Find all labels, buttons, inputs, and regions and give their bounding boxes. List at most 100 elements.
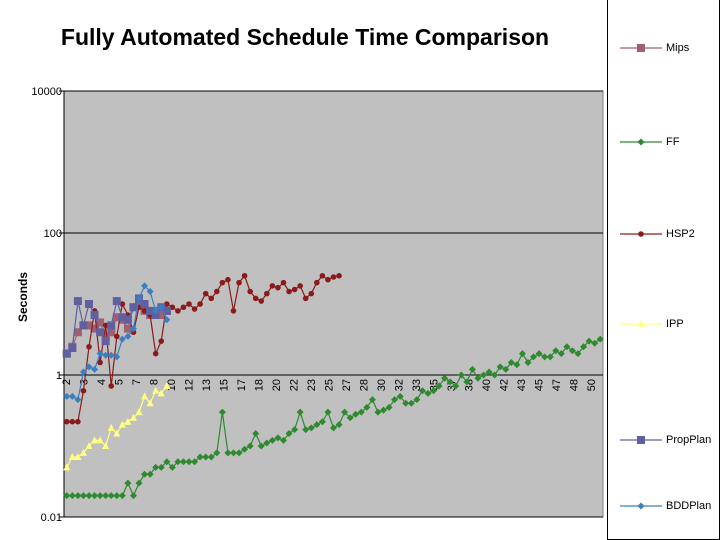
y-tick-label: 0.01 [41,512,62,524]
data-point [541,353,549,361]
x-tick-label: 2 [61,379,73,385]
data-point [207,453,215,461]
data-point [324,408,332,416]
data-point [63,463,71,471]
data-point [140,300,149,308]
data-point [325,276,331,283]
data-point [90,324,99,333]
data-point [485,368,493,376]
data-point [279,436,287,444]
data-point [107,423,115,431]
data-point [263,439,271,447]
data-point [418,387,426,395]
data-point [230,308,237,314]
chart-title: Fully Automated Schedule Time Comparison [60,24,550,50]
data-point [637,44,645,52]
data-point [213,449,221,457]
data-point [246,442,254,450]
legend-item: FF [618,134,679,150]
data-point [180,304,187,311]
data-point [596,335,604,343]
x-tick-label: 35 [429,379,441,391]
x-tick-label: 42 [499,379,511,391]
data-point [264,290,270,297]
legend-swatch [620,138,662,146]
x-tick-label: 27 [341,379,353,391]
data-point [518,350,526,358]
data-point [135,408,143,416]
data-point [407,399,415,407]
data-point [341,408,349,416]
data-point [129,303,138,312]
y-tick-label: 1 [56,370,62,382]
legend-label: FF [666,136,680,148]
legend-label: BDDPlan [666,500,712,512]
data-point [336,272,342,279]
data-point [129,492,137,500]
data-point [73,297,82,306]
data-point [546,353,554,361]
data-point [330,274,337,280]
data-point [97,359,103,366]
data-point [90,310,99,319]
data-point [63,492,71,500]
data-point [268,436,276,444]
data-point [79,368,87,376]
data-point [123,324,132,333]
y-axis-label: Seconds [16,271,31,323]
legend-swatch [620,231,662,237]
data-point [163,301,170,307]
data-point [85,300,94,308]
data-point [118,420,126,428]
data-point [69,418,76,425]
data-point [108,383,115,389]
data-point [368,396,376,404]
data-point [146,470,154,478]
data-point [574,350,582,358]
data-point [73,328,82,337]
data-point [463,378,471,386]
data-point [424,389,432,397]
data-point [124,479,132,487]
data-point [552,347,560,355]
legend-label: Mips [666,42,690,54]
data-point [157,310,166,319]
data-point [79,321,88,330]
data-point [175,308,181,314]
legend-item: Mips [618,40,689,56]
data-point [302,426,310,434]
data-point [496,363,504,371]
legend-item: BDDPlan [618,498,711,514]
data-point [79,448,87,456]
data-point [196,453,204,461]
series-bddplan [63,282,171,404]
x-tick-label: 13 [201,379,213,391]
data-point [124,417,132,425]
data-point [113,353,121,361]
data-point [236,279,242,286]
data-point [557,350,565,358]
data-point [174,458,182,466]
data-point [91,365,99,373]
data-point [68,392,76,400]
data-point [252,295,259,302]
data-point [435,382,443,390]
data-point [252,429,260,437]
data-point [141,392,149,400]
data-point [296,408,304,416]
data-point [291,286,298,293]
data-point [535,350,543,358]
x-tick-label: 8 [149,379,161,385]
data-point [85,442,93,449]
data-point [101,332,110,341]
legend-item: PropPlan [618,432,711,448]
data-point [152,463,160,471]
data-point [152,386,160,394]
data-point [168,463,176,471]
x-tick-label: 4 [96,379,108,385]
x-tick-label: 28 [359,379,371,391]
data-point [163,381,171,389]
legend-label: HSP2 [666,228,695,240]
data-point [637,436,645,444]
x-tick-label: 50 [586,379,598,391]
